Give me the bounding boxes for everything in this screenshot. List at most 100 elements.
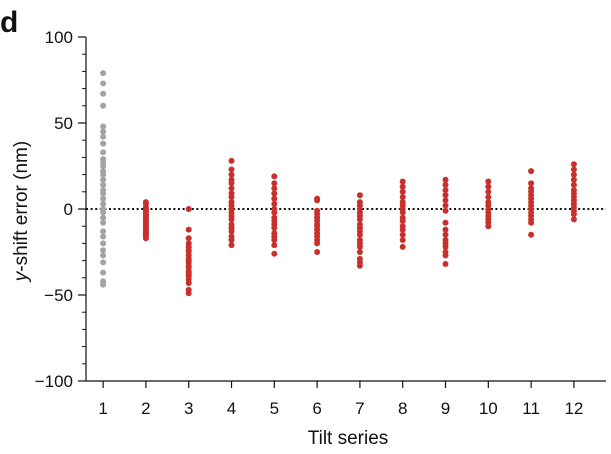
- data-point: [100, 128, 107, 135]
- x-tick-label: 12: [564, 399, 583, 418]
- data-point: [100, 90, 107, 97]
- y-axis-title: y-shift error (nm): [11, 141, 32, 283]
- y-axis-title-italic: y: [11, 270, 32, 283]
- data-point: [185, 290, 192, 297]
- data-point: [185, 235, 192, 242]
- data-point: [228, 157, 235, 164]
- data-point: [442, 261, 449, 268]
- data-point: [100, 200, 107, 207]
- data-point: [185, 206, 192, 212]
- data-point: [442, 197, 449, 204]
- data-point: [228, 216, 235, 223]
- data-point: [185, 226, 192, 233]
- data-point: [528, 168, 535, 175]
- data-point: [399, 193, 406, 200]
- data-point: [228, 171, 235, 178]
- data-point: [442, 181, 449, 188]
- data-point: [528, 219, 535, 226]
- data-point: [442, 187, 449, 194]
- data-point: [528, 231, 535, 238]
- data-point: [228, 185, 235, 192]
- data-point: [399, 209, 406, 216]
- data-point: [442, 192, 449, 199]
- data-point: [356, 231, 363, 238]
- data-point: [356, 216, 363, 223]
- data-point: [271, 190, 278, 197]
- y-tick-label: 0: [64, 200, 73, 219]
- panel-label: d: [0, 6, 19, 39]
- data-point: [399, 178, 406, 185]
- data-point: [570, 216, 577, 223]
- data-point: [356, 243, 363, 250]
- data-point: [100, 190, 107, 197]
- data-point: [570, 181, 577, 188]
- x-tick-label: 2: [141, 399, 150, 418]
- data-point: [228, 228, 235, 235]
- data-point: [528, 180, 535, 187]
- data-point: [399, 188, 406, 195]
- data-point: [100, 171, 107, 178]
- data-point: [100, 133, 107, 140]
- data-point: [485, 183, 492, 190]
- x-tick-label: 9: [441, 399, 450, 418]
- data-point: [271, 209, 278, 216]
- x-tick-label: 6: [312, 399, 321, 418]
- y-tick-label: 50: [54, 114, 73, 133]
- data-point: [314, 240, 321, 247]
- data-point: [570, 171, 577, 178]
- data-point: [485, 223, 492, 230]
- data-point: [100, 123, 107, 130]
- data-point: [100, 102, 107, 109]
- data-point: [100, 70, 107, 77]
- data-point: [356, 192, 363, 199]
- data-point: [271, 224, 278, 231]
- data-point: [228, 236, 235, 243]
- x-tick-label: 8: [398, 399, 407, 418]
- data-point: [100, 80, 107, 87]
- y-tick-label: 100: [45, 28, 73, 47]
- x-tick-label: 3: [184, 399, 193, 418]
- data-points: [100, 70, 577, 297]
- data-point: [228, 242, 235, 249]
- data-point: [570, 176, 577, 183]
- data-point: [271, 236, 278, 243]
- data-point: [399, 218, 406, 225]
- data-point: [100, 140, 107, 147]
- data-point: [100, 176, 107, 183]
- x-tick-label: 11: [522, 399, 540, 418]
- data-point: [399, 243, 406, 250]
- data-point: [100, 219, 107, 226]
- data-point: [442, 252, 449, 259]
- data-point: [142, 235, 149, 242]
- data-point: [100, 163, 107, 169]
- data-point: [271, 250, 278, 257]
- data-point: [442, 226, 449, 233]
- data-point: [570, 211, 577, 218]
- data-point: [100, 181, 107, 188]
- data-point: [100, 195, 107, 202]
- data-point: [399, 231, 406, 238]
- data-point: [100, 252, 107, 259]
- data-point: [485, 178, 492, 185]
- x-tick-label: 10: [479, 399, 498, 418]
- data-point: [100, 247, 107, 254]
- data-point: [356, 249, 363, 255]
- data-point: [314, 249, 321, 255]
- data-point: [100, 240, 107, 247]
- data-point: [271, 195, 278, 202]
- x-axis-title: Tilt series: [308, 428, 389, 449]
- data-point: [185, 279, 192, 286]
- data-point: [485, 188, 492, 195]
- data-point: [356, 262, 363, 269]
- data-point: [442, 207, 449, 214]
- y-axis-title-rest: -shift error (nm): [11, 141, 32, 272]
- data-point: [485, 193, 492, 200]
- data-point: [399, 226, 406, 233]
- data-point: [271, 200, 278, 207]
- data-point: [100, 281, 107, 288]
- data-point: [570, 166, 577, 173]
- data-point: [399, 183, 406, 190]
- data-point: [100, 259, 107, 266]
